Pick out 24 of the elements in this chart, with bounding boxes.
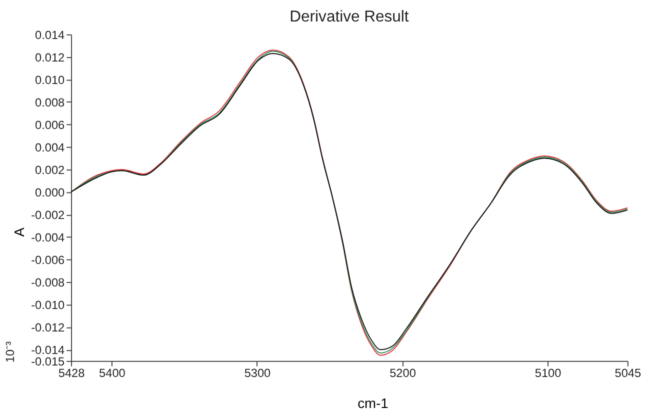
y-tick-label: 0.006: [35, 118, 66, 132]
x-tick-label: 5100: [534, 366, 562, 380]
text: 10⁻³: [2, 341, 17, 363]
y-tick-label: -0.002: [31, 208, 65, 222]
y-tick-label: -0.006: [31, 253, 66, 268]
y-tick-label: -0.004: [31, 230, 66, 244]
y-tick-label: 0.002: [35, 162, 65, 177]
y-tick-label: 0.012: [35, 50, 65, 64]
x-tick-label: 5300: [244, 366, 272, 380]
y-tick-label: 0.008: [35, 95, 66, 110]
y-tick-label: -0.008: [31, 276, 66, 290]
x-tick-label: 5200: [390, 366, 416, 380]
y-tick-label: -0.012: [31, 320, 65, 335]
y-tick-label: 0.010: [35, 72, 66, 87]
y-tick-label: 0.014: [35, 28, 66, 42]
y-tick-label: -0.010: [31, 298, 66, 312]
y-tick-label: 0.004: [35, 140, 66, 154]
chart-title: Derivative Result: [290, 8, 410, 26]
y-tick-label: 0.000: [35, 185, 66, 200]
y-axis-title: A: [11, 226, 28, 237]
x-axis-title: cm-1: [358, 394, 388, 411]
x-tick-label: 5400: [99, 366, 126, 380]
x-tick-label: 5045: [614, 366, 642, 380]
x-tick-label: 5428: [58, 366, 86, 380]
